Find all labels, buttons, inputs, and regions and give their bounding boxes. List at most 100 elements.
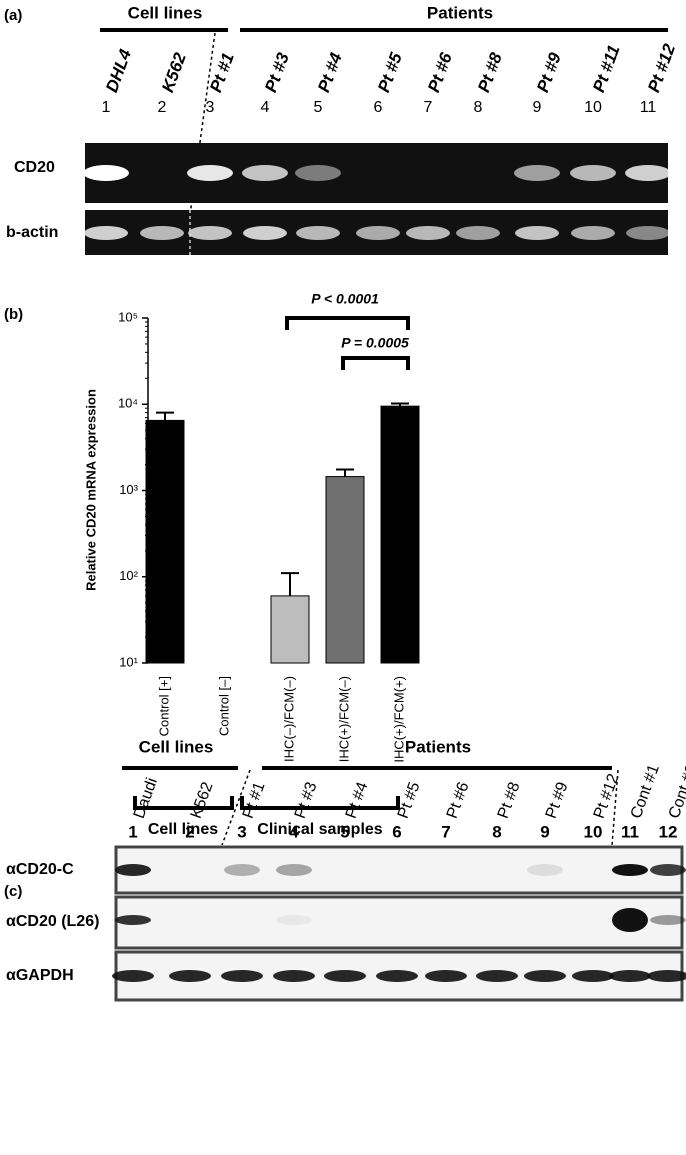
band [527,864,563,876]
band [626,226,670,240]
lane-number: 1 [102,99,111,116]
lane-label: Pt #1 [240,780,269,821]
error-bar [281,572,299,596]
bracket [341,356,410,370]
band [425,970,467,982]
divider [611,769,619,846]
lane-label: Pt #3 [261,50,293,95]
band [273,970,315,982]
lane-number: 6 [374,99,383,116]
band [84,226,128,240]
lane-label: Pt #4 [314,50,346,95]
band [514,165,560,181]
lane-number: 7 [441,822,450,841]
band [376,970,418,982]
lane-label: Pt #1 [206,50,238,95]
group-label: Patients [427,3,493,22]
blot [114,845,684,895]
lane-number: 3 [206,99,215,116]
lane-label: Pt #12 [644,41,679,95]
lane-number: 11 [621,822,639,841]
band [612,864,648,876]
lane-label: Pt #9 [533,50,565,95]
band [243,226,287,240]
band [221,970,263,982]
band [324,970,366,982]
group-label: Clinical samples [257,821,382,838]
band [570,165,616,181]
band [169,970,211,982]
x-tick-label: Control [–] [216,676,231,736]
lane-number: 5 [340,822,349,841]
band [650,864,686,876]
lane-label: Pt #8 [474,50,506,95]
lane-label: Pt #12 [591,771,623,820]
group-label: Patients [405,737,471,756]
band [295,165,341,181]
y-tick-label: 10¹ [119,654,138,669]
blot [114,895,684,950]
y-tick-label: 10⁴ [118,396,138,411]
lane-number: 1 [128,822,137,841]
band [115,864,151,876]
bracket [285,316,410,330]
lane-label: Pt #3 [292,780,321,821]
band [571,226,615,240]
bar [145,419,185,664]
bar [380,405,420,664]
row-label: αGAPDH [6,967,74,984]
band [224,864,260,876]
lane-number: 9 [540,822,549,841]
y-tick-label: 10² [119,568,138,583]
bar [325,476,365,664]
y-tick-label: 10³ [119,482,138,497]
band [276,915,312,925]
lane-number: 8 [474,99,483,116]
band [406,226,450,240]
band [476,970,518,982]
panel-label: (b) [4,306,23,323]
lane-label: Pt #5 [374,50,406,95]
band [515,226,559,240]
band [242,165,288,181]
lane-label: Pt #8 [495,780,524,821]
lane-number: 3 [237,822,246,841]
band [115,915,151,925]
band [650,915,686,925]
band [647,970,686,982]
lane-label: Cont #1 [628,762,663,821]
band [612,908,648,932]
lane-number: 10 [584,822,603,841]
band [83,165,129,181]
band [625,165,671,181]
lane-label: Pt #6 [444,780,473,821]
annotation: P = 0.0005 [341,335,409,351]
group-label: Cell lines [139,737,214,756]
error-bar [391,402,409,407]
lane-number: 2 [185,822,194,841]
panel-label: (c) [4,883,22,900]
lane-number: 7 [424,99,433,116]
lane-number: 8 [492,822,501,841]
row-label: b-actin [6,224,58,241]
bracket [133,796,234,810]
lane-label: Pt #6 [424,50,456,95]
row-label: αCD20 (L26) [6,913,99,930]
band [356,226,400,240]
lane-number: 6 [392,822,401,841]
band [572,970,614,982]
row-label: CD20 [14,159,55,176]
row-label: αCD20-C [6,861,74,878]
lane-label: Pt #9 [543,780,572,821]
lane-number: 12 [659,822,678,841]
group-label: Cell lines [148,821,218,838]
annotation: P < 0.0001 [311,291,379,307]
band [456,226,500,240]
band [296,226,340,240]
lane-number: 2 [158,99,167,116]
divider [189,32,216,216]
lane-label: Pt #11 [589,43,624,95]
error-bar [156,411,174,421]
lane-label: K562 [158,50,190,95]
